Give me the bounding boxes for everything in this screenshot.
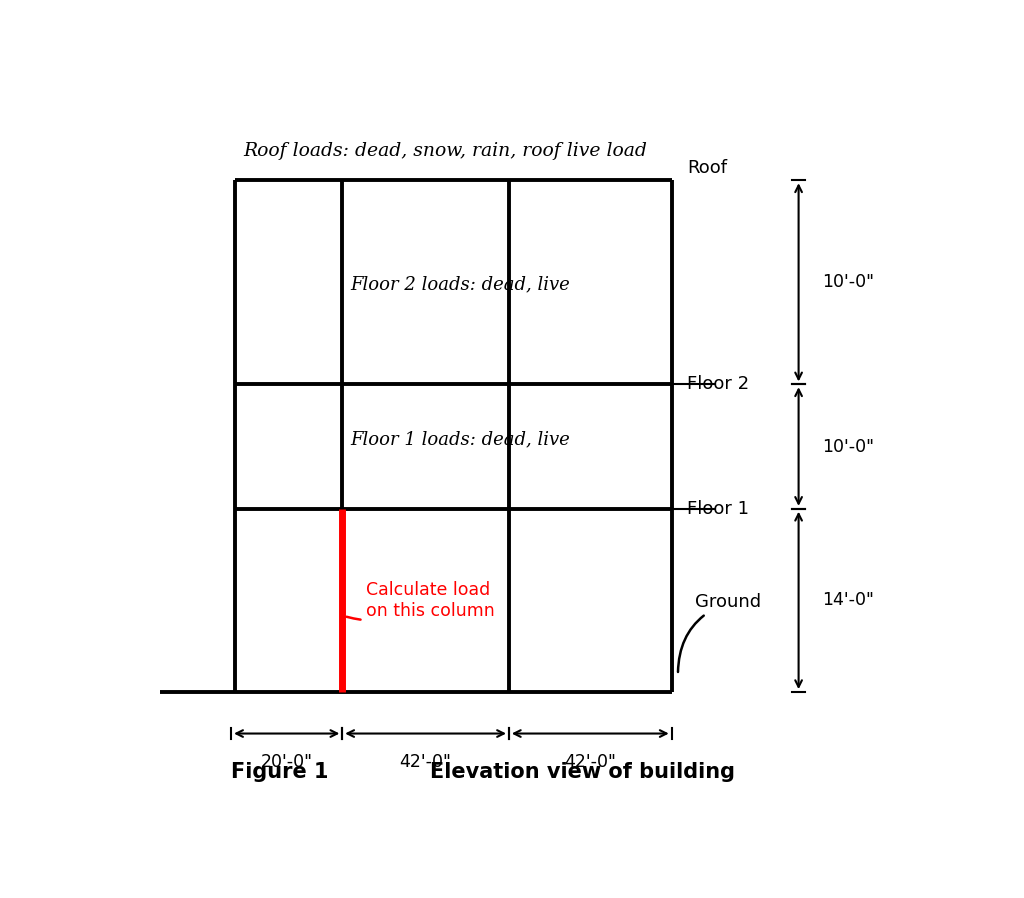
Text: 20'-0": 20'-0" (261, 753, 312, 770)
Text: Figure 1: Figure 1 (231, 762, 329, 782)
Text: 10'-0": 10'-0" (822, 273, 874, 291)
Text: Roof loads: dead, snow, rain, roof live load: Roof loads: dead, snow, rain, roof live … (244, 142, 647, 160)
Text: 10'-0": 10'-0" (822, 437, 874, 455)
Text: Floor 2: Floor 2 (687, 375, 750, 393)
Text: Calculate load
on this column: Calculate load on this column (346, 581, 495, 621)
Text: Elevation view of building: Elevation view of building (430, 762, 734, 782)
Text: Floor 1 loads: dead, live: Floor 1 loads: dead, live (350, 431, 570, 449)
Text: Floor 2 loads: dead, live: Floor 2 loads: dead, live (350, 275, 570, 293)
Text: Ground: Ground (678, 594, 762, 672)
Text: Floor 1: Floor 1 (687, 500, 750, 518)
Text: Roof: Roof (687, 159, 727, 177)
Text: 42'-0": 42'-0" (399, 753, 452, 770)
Text: 42'-0": 42'-0" (564, 753, 616, 770)
Text: 14'-0": 14'-0" (822, 592, 874, 610)
